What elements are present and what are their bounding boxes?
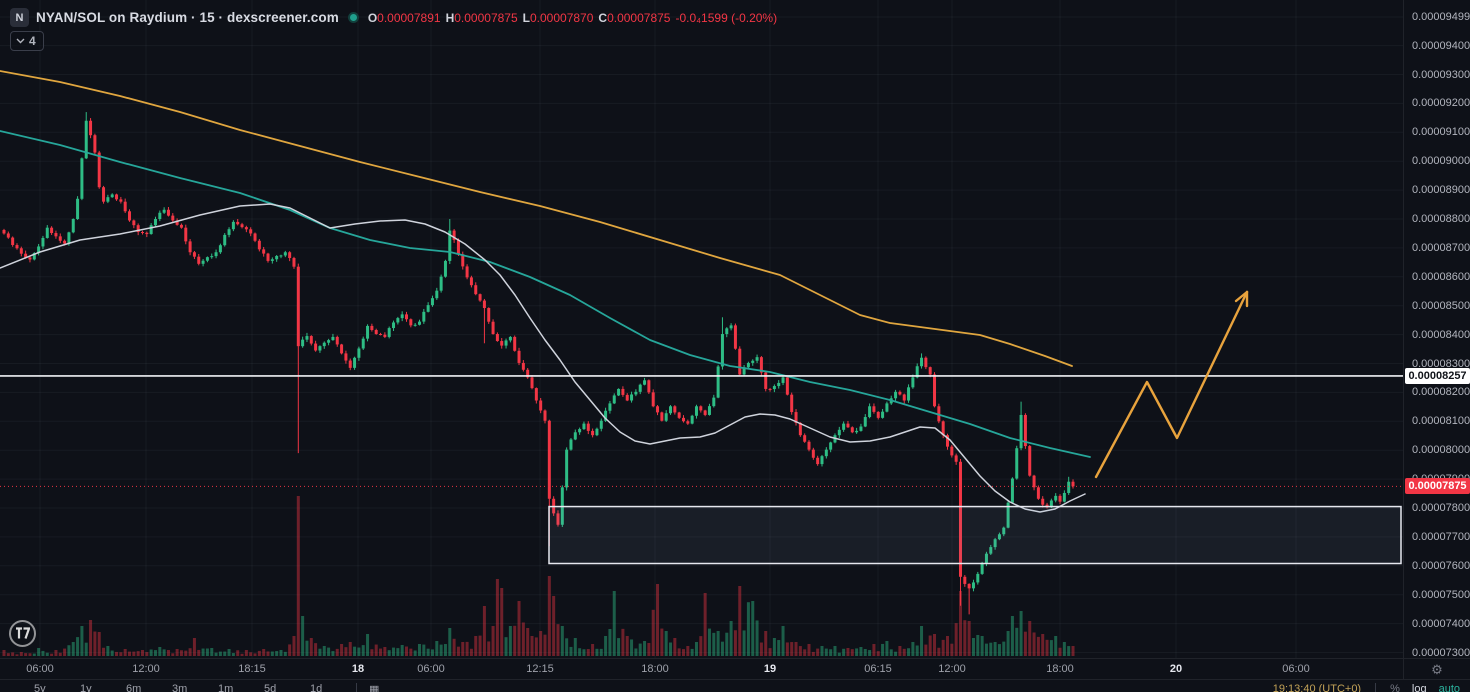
time-axis-label: 18:00 — [1046, 663, 1074, 675]
time-axis-label: 06:00 — [417, 663, 445, 675]
indicators-count: 4 — [29, 34, 36, 48]
open-label: O — [367, 10, 378, 25]
price-axis-label: 0.00008200 — [1412, 386, 1470, 399]
time-axis-label: 06:00 — [1282, 663, 1310, 675]
tradingview-watermark-logo[interactable] — [9, 620, 36, 647]
hline-price-label: 0.00008257 — [1405, 367, 1470, 384]
close-label: C — [598, 10, 608, 25]
high-value: 0.00007875 — [454, 10, 518, 25]
clock-display[interactable]: 19:13:40 (UTC+0) — [1272, 683, 1362, 692]
low-label: L — [522, 10, 530, 25]
time-axis-label: 12:15 — [526, 663, 554, 675]
time-axis-label: 06:00 — [26, 663, 54, 675]
price-axis-label: 0.00008300 — [1412, 357, 1470, 370]
toolbar-divider — [356, 683, 357, 692]
price-axis-label: 0.00009400 — [1412, 39, 1470, 52]
price-axis-label: 0.00008000 — [1412, 444, 1470, 457]
calendar-icon[interactable]: ▦ — [369, 684, 380, 692]
chart-title[interactable]: NYAN/SOL on Raydium · 15 · dexscreener.c… — [36, 10, 339, 25]
price-axis-label: 0.00009200 — [1412, 97, 1470, 110]
auto-scale-toggle[interactable]: auto — [1438, 683, 1460, 692]
chart-header: N NYAN/SOL on Raydium · 15 · dexscreener… — [10, 8, 777, 27]
price-axis-label: 0.00007400 — [1412, 617, 1470, 630]
time-axis-label: 18:00 — [641, 663, 669, 675]
toolbar-right: 19:13:40 (UTC+0) % log auto — [1273, 683, 1460, 692]
ohlc-readout: O0.00007891 H0.00007875 L0.00007870 C0.0… — [368, 11, 777, 25]
price-axis-label: 0.00007300 — [1412, 646, 1470, 659]
price-axis-label: 0.00007800 — [1412, 502, 1470, 514]
token-logo: N — [10, 8, 29, 27]
high-label: H — [445, 10, 455, 25]
time-axis-label: 18:15 — [238, 663, 266, 675]
chevron-down-icon — [16, 38, 25, 44]
price-axis-label: 0.00008800 — [1412, 213, 1470, 225]
price-axis-label: 0.00007700 — [1412, 530, 1470, 543]
time-axis-label: 20 — [1169, 663, 1183, 675]
price-axis-label: 0.00009000 — [1412, 155, 1470, 168]
time-axis-label: 12:00 — [938, 663, 966, 675]
range-6m-button[interactable]: 6m — [126, 683, 142, 692]
log-scale-toggle[interactable]: log — [1411, 683, 1427, 692]
range-3m-button[interactable]: 3m — [172, 683, 188, 692]
range-buttons: 5y 1y 6m 3m 1m 5d 1d ▦ — [34, 683, 379, 692]
change-value: -0.0₄1599 (-0.20%) — [675, 10, 778, 25]
toolbar-divider — [1375, 683, 1377, 692]
price-axis-label: 0.00008900 — [1412, 184, 1470, 197]
tradingview-logo-glyph — [16, 627, 30, 639]
time-axis-label: 12:00 — [132, 663, 160, 675]
price-axis-label: 0.00009100 — [1412, 126, 1470, 139]
price-axis-label: 0.00008500 — [1412, 299, 1470, 312]
time-axis-label: 19 — [763, 663, 777, 675]
price-axis-label: 0.00008100 — [1412, 415, 1470, 428]
range-1d-button[interactable]: 1d — [310, 683, 323, 692]
close-value: 0.00007875 — [607, 10, 671, 25]
range-5y-button[interactable]: 5y — [34, 683, 46, 692]
price-axis-label: 0.00007500 — [1412, 588, 1470, 601]
price-axis[interactable]: 0.00008257 0.00007875 0.00009499 0.000094… — [1403, 0, 1470, 659]
range-1y-button[interactable]: 1y — [80, 683, 92, 692]
bottom-toolbar: 5y 1y 6m 3m 1m 5d 1d ▦ 19:13:40 (UTC+0) … — [0, 679, 1470, 692]
price-axis-label: 0.00009300 — [1412, 68, 1470, 81]
price-axis-label: 0.00008700 — [1412, 241, 1470, 254]
dexscreener-icon — [347, 12, 359, 23]
low-value: 0.00007870 — [529, 10, 594, 25]
time-axis-label: 18 — [351, 663, 365, 675]
indicators-collapsed-chip[interactable]: 4 — [10, 31, 44, 51]
time-axis[interactable]: 06:00 12:00 18:15 18 06:00 12:15 18:00 19 06:15 1… — [0, 658, 1403, 679]
current-price-label: 0.00007875 — [1405, 478, 1470, 495]
chart-pane[interactable] — [0, 0, 1403, 658]
price-axis-label: 0.00008600 — [1412, 270, 1470, 283]
price-axis-label: 0.00007600 — [1412, 559, 1470, 572]
gear-icon[interactable]: ⚙ — [1431, 661, 1443, 677]
candlestick-chart[interactable] — [0, 0, 1403, 658]
time-axis-label: 06:15 — [864, 663, 892, 675]
price-axis-label: 0.00008400 — [1412, 328, 1470, 341]
price-axis-label: 0.00009499 — [1412, 11, 1470, 23]
axis-settings-corner[interactable]: ⚙ — [1403, 658, 1470, 679]
range-1m-button[interactable]: 1m — [218, 683, 234, 692]
open-value: 0.00007891 — [377, 10, 441, 25]
range-5d-button[interactable]: 5d — [264, 683, 277, 692]
percent-scale-toggle[interactable]: % — [1390, 683, 1400, 692]
